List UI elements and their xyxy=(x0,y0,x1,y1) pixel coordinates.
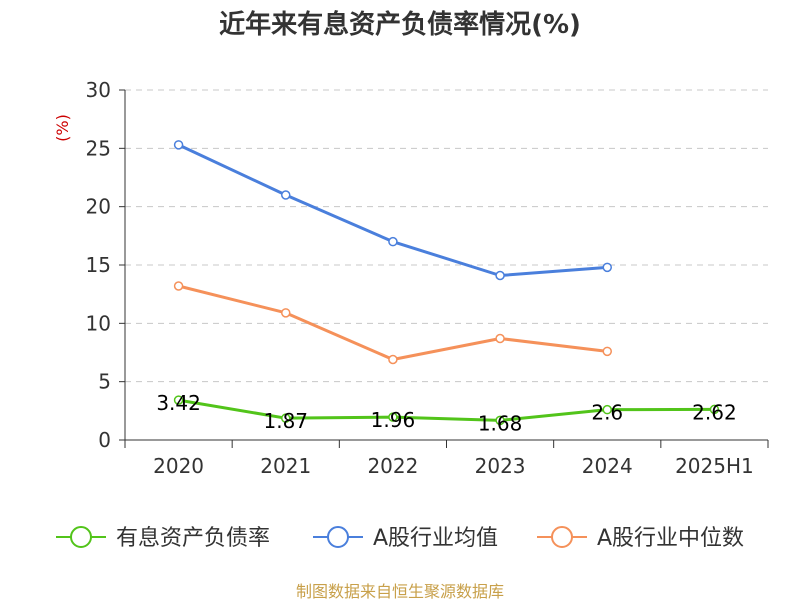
series-line xyxy=(178,284,608,361)
x-tick-label: 2025H1 xyxy=(675,454,754,478)
series-line xyxy=(178,398,715,422)
data-point[interactable] xyxy=(173,140,184,150)
axes: 0 5 10 15 20 25 30 2020 2021 2022 2023 2024 2025H1 xyxy=(86,78,769,478)
y-tick-label: 15 xyxy=(86,253,111,277)
grid xyxy=(125,89,768,383)
y-tick-label: 5 xyxy=(98,370,111,394)
data-point[interactable] xyxy=(495,415,505,426)
data-label: 2.6 xyxy=(591,401,623,425)
data-point[interactable] xyxy=(388,354,398,365)
legend-label: 有息资产负债率 xyxy=(116,526,270,551)
data-point[interactable] xyxy=(602,346,612,357)
x-tick-label: 2022 xyxy=(367,454,418,478)
data-point[interactable] xyxy=(281,413,291,423)
legend-item[interactable]: A股行业均值 xyxy=(313,526,498,551)
data-point[interactable] xyxy=(602,262,612,273)
y-tick-label: 0 xyxy=(98,428,111,452)
legend-label: A股行业均值 xyxy=(373,526,498,551)
legend-item[interactable]: 有息资产负债率 xyxy=(56,526,270,551)
data-point[interactable] xyxy=(173,395,184,405)
y-tick-label: 20 xyxy=(86,195,111,219)
x-tick-label: 2021 xyxy=(260,454,311,478)
data-point[interactable] xyxy=(388,412,398,422)
y-axis-label: (%) xyxy=(53,114,72,142)
data-label: 3.42 xyxy=(156,391,201,415)
x-tick-label: 2020 xyxy=(153,454,204,478)
chart-title: 近年来有息资产负债率情况(%) xyxy=(219,9,581,40)
data-label: 2.62 xyxy=(692,400,737,424)
legend-marker xyxy=(551,526,573,548)
source-note: 制图数据来自恒生聚源数据库 xyxy=(296,582,504,600)
series-1 xyxy=(173,395,720,426)
series-2 xyxy=(173,140,612,281)
data-labels: 3.42 1.87 1.96 1.68 2.6 2.62 xyxy=(156,391,736,435)
legend-label: A股行业中位数 xyxy=(597,526,744,551)
data-point[interactable] xyxy=(495,270,505,281)
legend-marker xyxy=(70,526,92,548)
legend-item[interactable]: A股行业中位数 xyxy=(537,526,744,551)
x-tick-label: 2024 xyxy=(582,454,633,478)
legend-marker xyxy=(327,526,349,548)
data-point[interactable] xyxy=(709,404,720,415)
y-tick-label: 25 xyxy=(86,136,111,160)
y-tick-label: 10 xyxy=(86,311,111,335)
data-point[interactable] xyxy=(602,404,612,415)
legend: 有息资产负债率 A股行业均值 A股行业中位数 xyxy=(56,526,744,551)
y-tick-label: 30 xyxy=(86,78,111,102)
data-point[interactable] xyxy=(388,236,398,247)
series-line xyxy=(177,143,608,277)
x-tick-label: 2023 xyxy=(475,454,526,478)
data-point[interactable] xyxy=(173,281,184,291)
data-label: 1.96 xyxy=(371,408,416,432)
data-label: 1.87 xyxy=(263,409,308,433)
data-label: 1.68 xyxy=(478,411,523,435)
data-point[interactable] xyxy=(281,190,291,200)
series-group xyxy=(173,140,720,426)
data-point[interactable] xyxy=(495,333,505,344)
data-point[interactable] xyxy=(281,308,291,318)
series-3 xyxy=(173,281,612,365)
